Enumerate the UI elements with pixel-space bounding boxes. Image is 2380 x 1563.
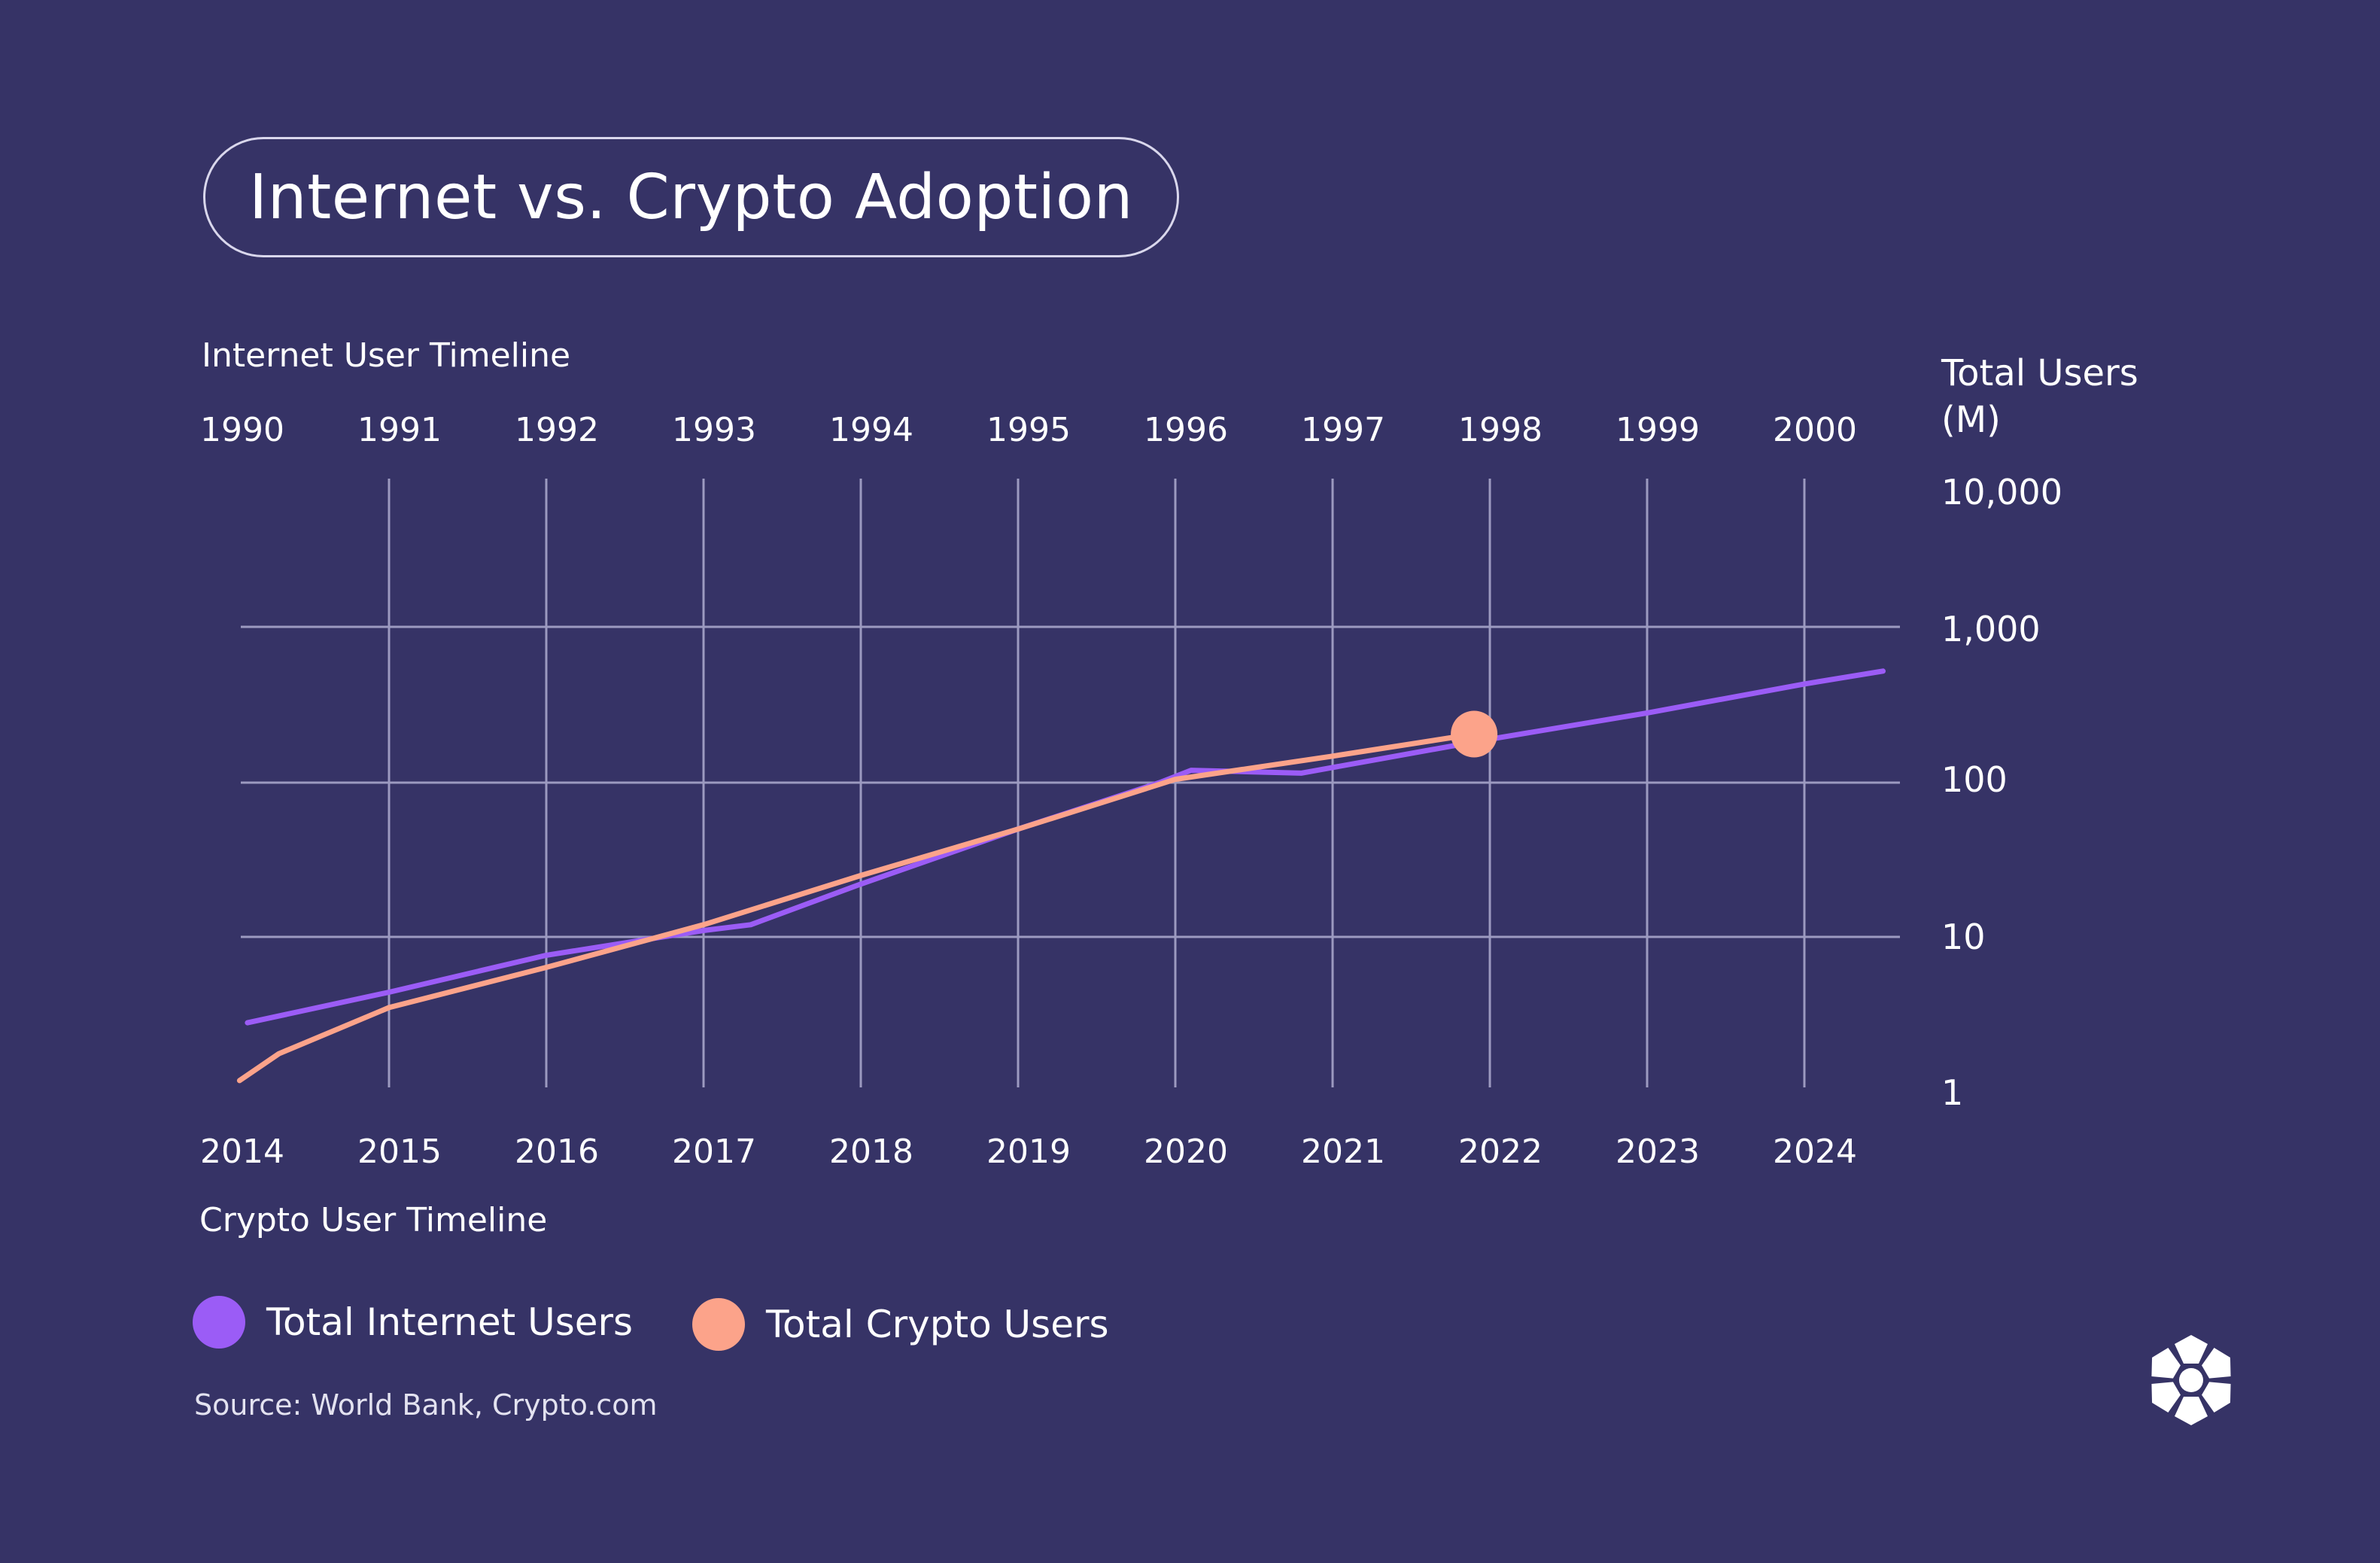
legend-label-crypto: Total Crypto Users xyxy=(766,1303,1109,1346)
top-x-tick-1995: 1995 xyxy=(986,411,1071,449)
top-x-tick-2000: 2000 xyxy=(1773,411,1857,449)
y-tick-1: 1 xyxy=(1941,1072,1964,1113)
y-axis-label-line1: Total Users xyxy=(1941,352,2138,394)
top-x-tick-1998: 1998 xyxy=(1458,411,1543,449)
top-x-tick-1999: 1999 xyxy=(1616,411,1700,449)
y-tick-100: 100 xyxy=(1941,759,2008,800)
crypto-com-logo-icon xyxy=(2151,1335,2231,1425)
legend-item-internet: Total Internet Users xyxy=(193,1296,633,1349)
source-note: Source: World Bank, Crypto.com xyxy=(194,1388,658,1422)
top-axis-label: Internet User Timeline xyxy=(202,336,571,375)
bottom-x-tick-2023: 2023 xyxy=(1616,1133,1700,1171)
top-x-tick-1993: 1993 xyxy=(672,411,756,449)
bottom-x-tick-2015: 2015 xyxy=(357,1133,442,1171)
bottom-x-tick-2024: 2024 xyxy=(1773,1133,1857,1171)
legend-item-crypto: Total Crypto Users xyxy=(692,1298,1109,1351)
top-x-tick-1994: 1994 xyxy=(829,411,913,449)
y-axis-label-line2: (M) xyxy=(1941,399,2001,441)
series-line-crypto xyxy=(236,731,1477,1084)
bottom-x-tick-2021: 2021 xyxy=(1301,1133,1385,1171)
y-tick-10000: 10,000 xyxy=(1941,472,2062,512)
bottom-x-tick-2022: 2022 xyxy=(1458,1133,1543,1171)
title-pill: Internet vs. Crypto Adoption xyxy=(203,137,1179,257)
y-tick-1000: 1,000 xyxy=(1941,609,2041,649)
bottom-x-tick-2017: 2017 xyxy=(672,1133,756,1171)
legend-swatch-crypto xyxy=(692,1298,745,1351)
chart-title: Internet vs. Crypto Adoption xyxy=(249,161,1133,233)
bottom-x-tick-2016: 2016 xyxy=(515,1133,599,1171)
legend-label-internet: Total Internet Users xyxy=(266,1300,634,1344)
top-x-tick-1996: 1996 xyxy=(1144,411,1228,449)
series-end-marker-crypto xyxy=(1451,710,1498,758)
bottom-x-tick-2014: 2014 xyxy=(200,1133,284,1171)
top-x-tick-1992: 1992 xyxy=(515,411,599,449)
bottom-x-tick-2020: 2020 xyxy=(1144,1133,1228,1171)
y-tick-10: 10 xyxy=(1941,917,1986,957)
legend-swatch-internet xyxy=(193,1296,245,1349)
bottom-x-tick-2019: 2019 xyxy=(986,1133,1071,1171)
top-x-tick-1991: 1991 xyxy=(357,411,442,449)
series-line-internet xyxy=(245,668,1886,1026)
bottom-axis-label: Crypto User Timeline xyxy=(199,1201,548,1239)
bottom-x-tick-2018: 2018 xyxy=(829,1133,913,1171)
top-x-tick-1997: 1997 xyxy=(1301,411,1385,449)
top-x-tick-1990: 1990 xyxy=(200,411,284,449)
